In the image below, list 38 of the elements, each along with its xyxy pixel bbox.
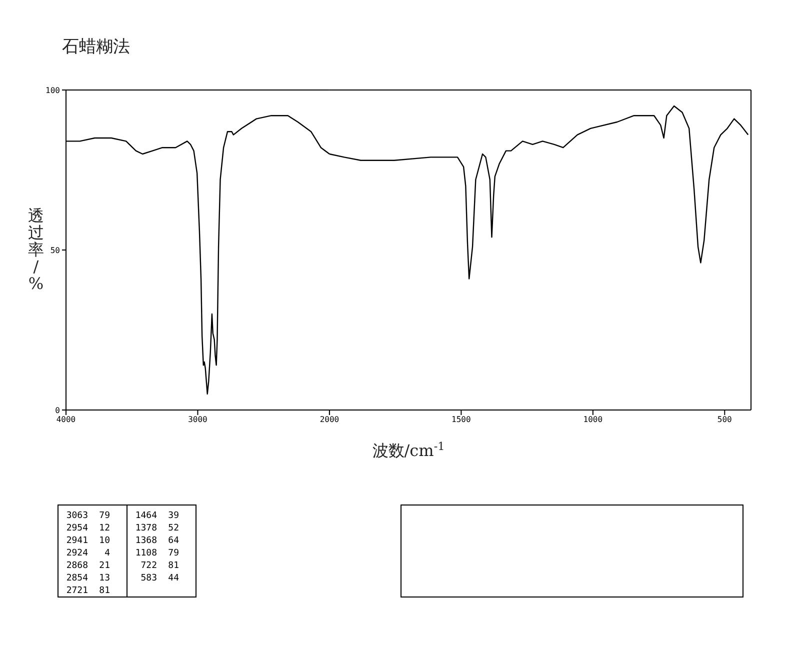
text: 722 — [140, 561, 157, 571]
text: 1378 — [135, 524, 157, 534]
x-tick-label: 1500 — [452, 415, 472, 424]
text: 52 — [168, 524, 179, 534]
x-axis-title: 波数/cm$^{-1}$ — [372, 440, 445, 460]
x-tick-label: 2000 — [320, 415, 340, 424]
text: 2868 — [66, 561, 88, 571]
text: 12 — [99, 524, 110, 534]
text: 1464 — [135, 511, 157, 521]
text: 81 — [99, 586, 110, 596]
text: 1368 — [135, 536, 157, 546]
x-tick-label: 1000 — [583, 415, 603, 424]
y-tick-label: 0 — [55, 406, 60, 415]
text: 39 — [168, 511, 179, 521]
chart-title: 石蜡糊法 — [62, 37, 130, 57]
text: 2924 — [66, 548, 88, 558]
text: 44 — [168, 574, 179, 584]
x-tick-label: 500 — [717, 415, 732, 424]
text: 10 — [99, 536, 110, 546]
text: 21 — [99, 561, 110, 571]
text: 583 — [140, 574, 157, 584]
text: 3063 — [66, 511, 88, 521]
text: 2954 — [66, 524, 88, 534]
text: 2721 — [66, 586, 88, 596]
text: 64 — [168, 536, 179, 546]
text: 2941 — [66, 536, 88, 546]
text: 79 — [99, 511, 110, 521]
x-tick-label: 4000 — [56, 415, 76, 424]
text: 4 — [104, 548, 110, 558]
x-tick-label: 3000 — [188, 415, 208, 424]
text: 2854 — [66, 574, 88, 584]
y-tick-label: 50 — [50, 246, 60, 255]
y-axis-title: 透过率/% — [28, 206, 44, 293]
text: 13 — [99, 574, 110, 584]
text: 81 — [168, 561, 179, 571]
text: 79 — [168, 548, 179, 558]
y-tick-label: 100 — [46, 86, 60, 95]
text: 1108 — [135, 548, 157, 558]
